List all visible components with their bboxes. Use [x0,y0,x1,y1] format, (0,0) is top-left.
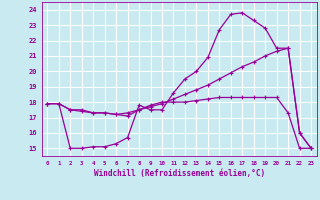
X-axis label: Windchill (Refroidissement éolien,°C): Windchill (Refroidissement éolien,°C) [94,169,265,178]
